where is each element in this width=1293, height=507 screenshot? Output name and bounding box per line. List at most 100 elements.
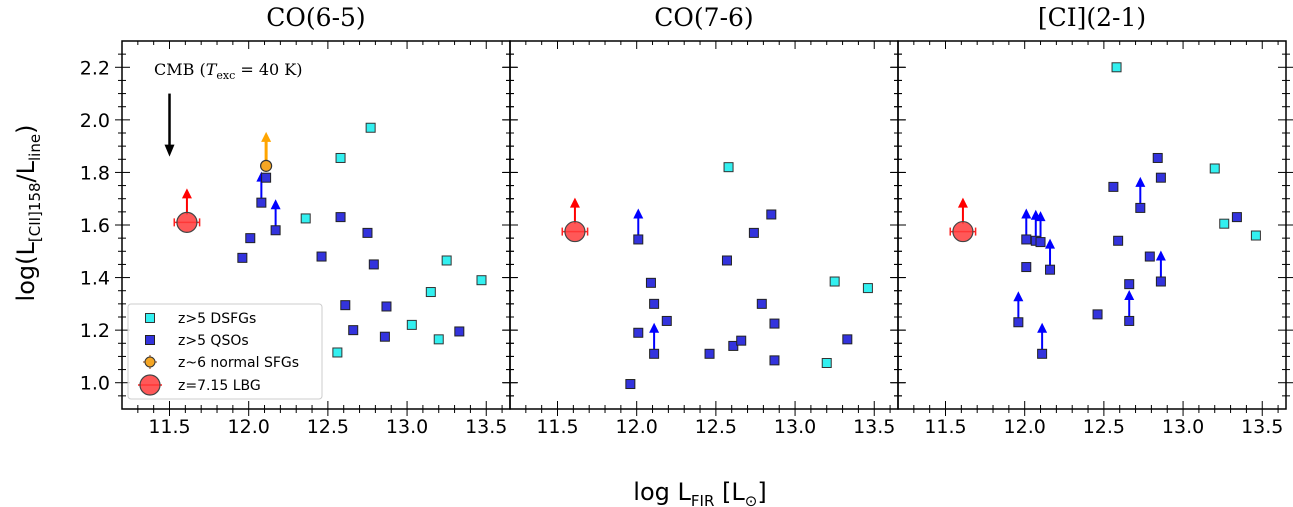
qso-point — [256, 197, 267, 208]
dsfg-point — [862, 283, 873, 294]
qso-point — [649, 298, 660, 309]
qso-limit-arrow — [1021, 208, 1032, 237]
qso-point — [661, 315, 672, 326]
qso-point — [1113, 235, 1124, 246]
y-tick-label: 1.8 — [80, 162, 110, 184]
svg-text:log(L[CII]158/Lline): log(L[CII]158/Lline) — [12, 125, 44, 302]
qso-point — [1155, 276, 1166, 287]
legend-label: z=7.15 LBG — [178, 378, 261, 394]
legend-marker-lbg — [138, 374, 162, 396]
qso-point — [379, 331, 390, 342]
y-tick-label: 1.6 — [80, 215, 110, 237]
qso-point — [368, 259, 379, 270]
svg-text:log LFIR [L⊙]: log LFIR [L⊙] — [633, 478, 766, 507]
ticks — [503, 41, 905, 416]
dsfg-point — [1250, 230, 1261, 241]
qso-point — [728, 340, 739, 351]
qso-point — [381, 301, 392, 312]
x-tick-label: 11.5 — [536, 416, 578, 438]
dsfg-point — [476, 275, 487, 286]
x-tick-label: 13.0 — [386, 416, 428, 438]
lbg-limit-arrow — [569, 197, 580, 224]
qso-point — [1155, 172, 1166, 183]
y-tick-label: 2.0 — [80, 110, 110, 132]
qso-point — [261, 172, 272, 183]
x-tick-label: 12.0 — [616, 416, 658, 438]
qso-point — [1035, 237, 1046, 248]
qso-point — [633, 327, 644, 338]
dsfg-point — [1219, 218, 1230, 229]
y-tick-label: 1.2 — [80, 320, 110, 342]
dsfg-point — [300, 213, 311, 224]
qso-point — [1021, 262, 1032, 273]
legend-marker-dsfg — [145, 313, 155, 323]
x-tick-label: 11.5 — [924, 416, 966, 438]
qso-point — [766, 209, 777, 220]
qso-point — [270, 225, 281, 236]
qso-point — [748, 227, 759, 238]
qso-point — [721, 255, 732, 266]
x-tick-label: 13.0 — [1162, 416, 1204, 438]
qso-point — [1045, 264, 1056, 275]
dsfg-point — [332, 347, 343, 358]
x-tick-label: 12.0 — [228, 416, 270, 438]
qso-point — [362, 227, 373, 238]
qso-point — [756, 298, 767, 309]
panel-title: [CI](2-1) — [1038, 3, 1146, 32]
qso-point — [348, 325, 359, 336]
qso-point — [1124, 315, 1135, 326]
y-tick-label: 2.2 — [80, 57, 110, 79]
y-axis-label: log(L[CII]158/Lline) — [12, 125, 44, 302]
qso-point — [1124, 279, 1135, 290]
cmb-arrow — [164, 93, 175, 157]
dsfg-point — [441, 255, 452, 266]
panel-title: CO(6-5) — [266, 3, 365, 32]
qso-limit-arrow — [633, 208, 644, 237]
x-tick-label: 12.5 — [307, 416, 349, 438]
legend-marker-sfg — [143, 355, 157, 369]
qso-limit-arrow — [1013, 291, 1024, 320]
x-axis-label: log LFIR [L⊙] — [633, 478, 766, 507]
qso-point — [649, 348, 660, 359]
dsfg-point — [433, 334, 444, 345]
dsfg-point — [1209, 163, 1220, 174]
qso-point — [704, 348, 715, 359]
lbg-point — [564, 220, 586, 243]
dsfg-point — [335, 152, 346, 163]
panel-3: [CI](2-1) 11.5 12.0 12.5 13.0 13.5 — [891, 3, 1293, 438]
y-tick-label: 1.0 — [80, 373, 110, 395]
legend-label: z>5 QSOs — [178, 333, 249, 349]
dsfg-point — [723, 162, 734, 173]
qso-point — [769, 355, 780, 366]
qso-limit-arrow — [1124, 289, 1135, 318]
qso-limit-arrow — [1037, 322, 1048, 351]
qso-point — [1144, 251, 1155, 262]
lbg-point — [952, 220, 974, 243]
dsfg-point — [365, 122, 376, 133]
panel-1: CO(6-5) 11.5 12.0 12.5 13.0 13.5 1.0 1.2 1.4 1.6 1… — [80, 3, 517, 438]
qso-limit-arrow — [1035, 211, 1046, 240]
legend-marker-qso — [145, 335, 155, 345]
sfg-limit-arrow — [261, 131, 272, 162]
x-tick-label: 11.5 — [148, 416, 190, 438]
qso-point — [335, 212, 346, 223]
panel-title: CO(7-6) — [654, 3, 753, 32]
qso-point — [316, 251, 327, 262]
qso-point — [1231, 212, 1242, 223]
dsfg-point — [406, 319, 417, 330]
qso-limit-arrow — [1135, 176, 1146, 205]
lbg-limit-arrow — [957, 197, 968, 224]
qso-point — [1092, 309, 1103, 320]
qso-point — [1135, 202, 1146, 213]
qso-point — [1013, 317, 1024, 328]
qso-point — [842, 334, 853, 345]
dsfg-point — [1111, 62, 1122, 73]
qso-point — [454, 326, 465, 337]
legend-label: z>5 DSFGs — [178, 311, 256, 327]
qso-point — [625, 379, 636, 390]
qso-point — [245, 233, 256, 244]
legend-label: z~6 normal SFGs — [178, 355, 299, 371]
legend: z>5 DSFGs z>5 QSOs z~6 normal SFGs z=7.15 L… — [127, 303, 323, 400]
y-tick-label: 1.4 — [80, 268, 110, 290]
